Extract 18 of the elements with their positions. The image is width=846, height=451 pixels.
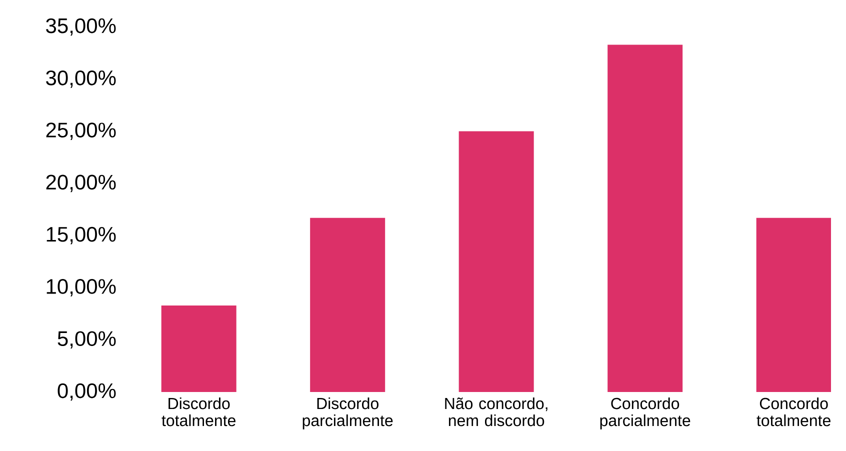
- y-tick-label: 0,00%: [58, 383, 116, 401]
- y-tick-label: 5,00%: [58, 331, 116, 349]
- x-tick-label: Discordo parcialmente: [302, 397, 393, 430]
- y-tick-label: 25,00%: [46, 122, 116, 140]
- bar: [756, 218, 832, 392]
- bar: [608, 44, 683, 392]
- y-tick-label: 15,00%: [46, 226, 116, 244]
- bar: [161, 305, 236, 392]
- y-tick-label: 20,00%: [46, 174, 116, 192]
- x-tick-label: Concordo parcialmente: [600, 397, 690, 430]
- x-tick-label: Não concordo, nem discordo: [445, 397, 548, 426]
- x-tick-label: Discordo totalmente: [162, 397, 236, 426]
- x-tick-label: Concordo totalmente: [756, 397, 830, 426]
- y-tick-label: 35,00%: [46, 18, 116, 36]
- y-tick-label: 10,00%: [46, 279, 116, 296]
- bar: [458, 131, 534, 392]
- y-tick-label: 30,00%: [46, 70, 116, 88]
- bar: [310, 218, 386, 392]
